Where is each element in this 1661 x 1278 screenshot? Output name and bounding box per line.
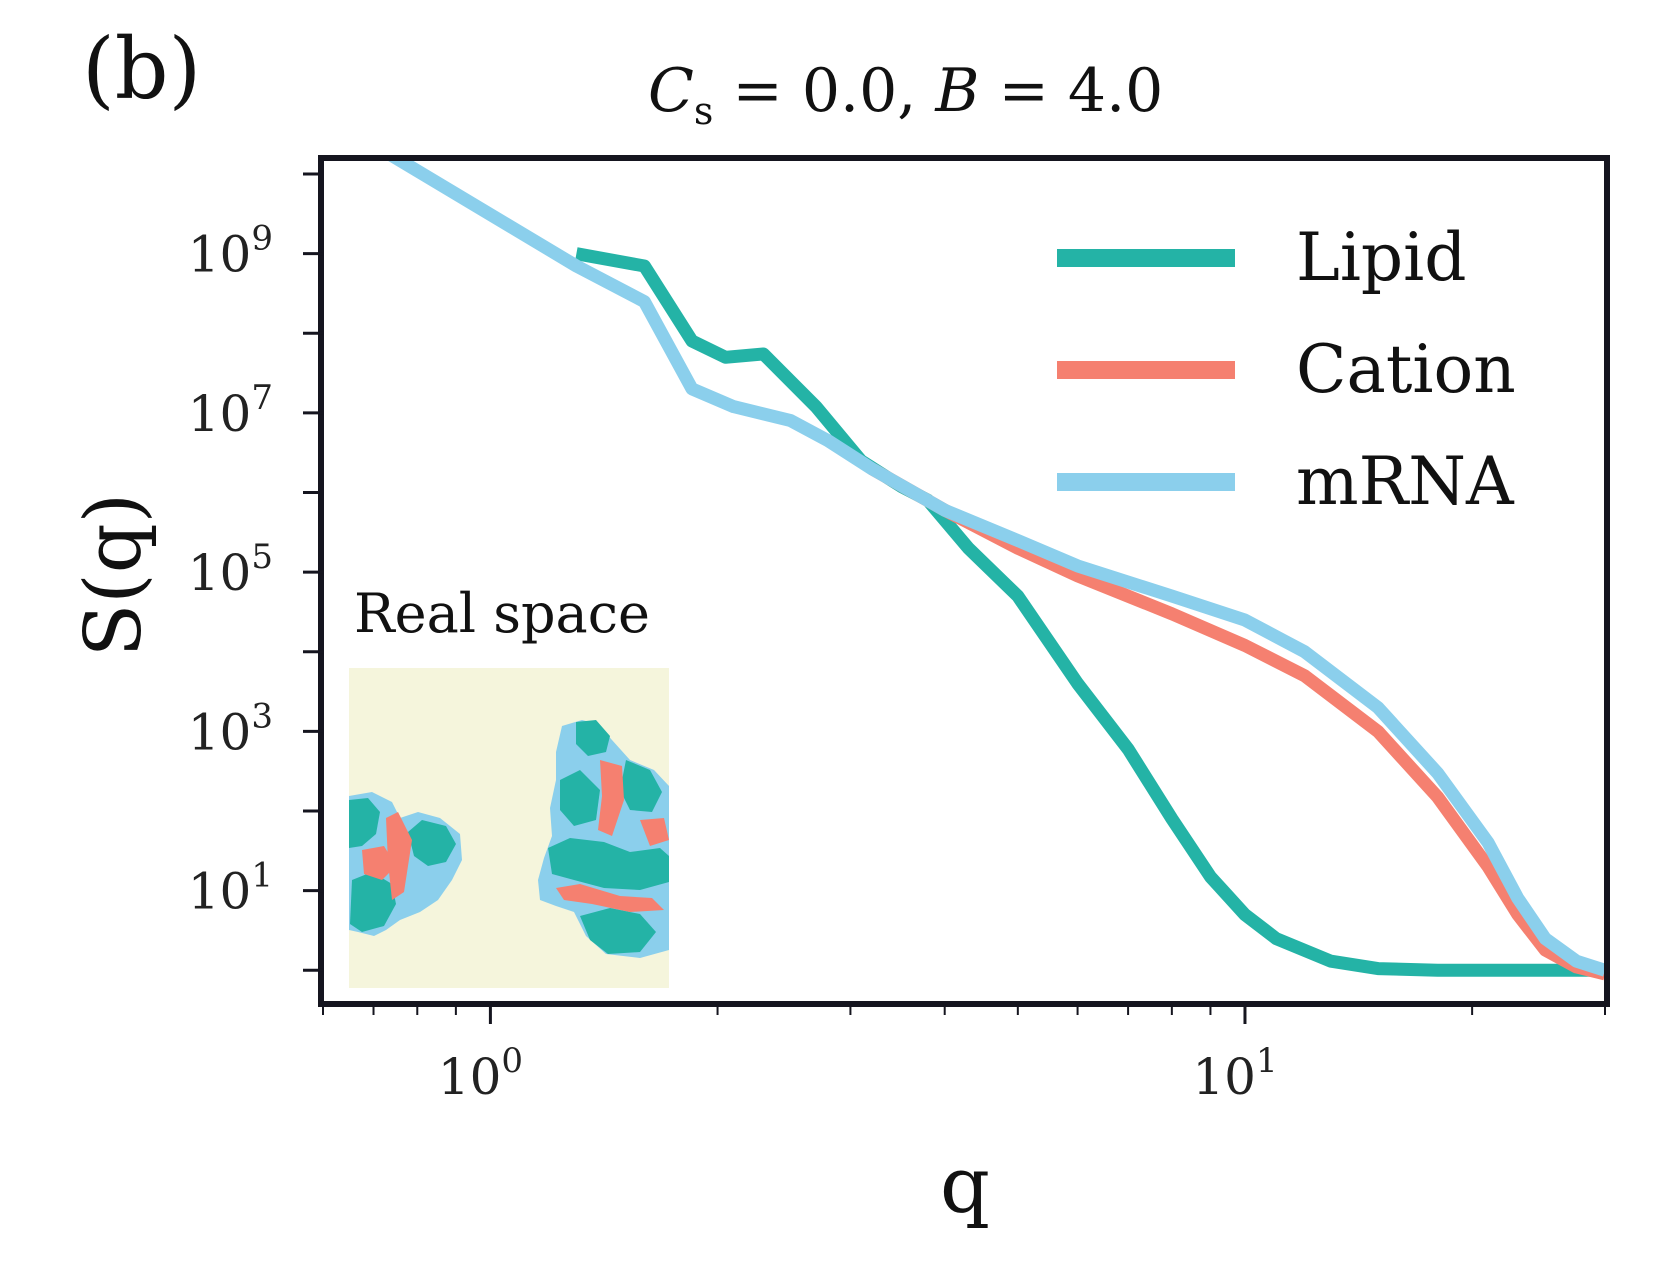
inset-label: Real space — [354, 582, 650, 645]
inset-lipid-domain — [620, 760, 662, 812]
inset-lipid-domain — [548, 838, 669, 890]
inset-lipid-domain — [408, 820, 456, 866]
title-c-symbol: C — [648, 56, 694, 126]
series-layer — [386, 160, 1605, 981]
inset-lipid-domain — [580, 908, 656, 954]
inset-lipid-domain — [349, 798, 380, 848]
series-line-mrna — [386, 160, 1605, 977]
x-axis-label: q — [940, 1141, 990, 1231]
inset-cation-domain — [640, 818, 669, 846]
inset-lipid-domain — [576, 720, 610, 756]
plot-frame — [318, 155, 1610, 1007]
title-c-subscript: s — [693, 89, 714, 133]
inset-blobs — [349, 720, 669, 958]
title-b-value: = 4.0 — [979, 56, 1164, 126]
x-tick-label: 101 — [1192, 1041, 1277, 1106]
y-tick-label: 101 — [188, 856, 273, 921]
series-line-cation — [868, 462, 1605, 981]
y-tick-label: 107 — [188, 378, 273, 443]
y-tick-label: 105 — [188, 537, 273, 602]
legend-label-cation: Cation — [1296, 331, 1516, 408]
legend-label-mrna: mRNA — [1296, 443, 1515, 520]
real-space-inset: Real space — [349, 582, 669, 988]
x-axis: 100 101 — [322, 1004, 1606, 1106]
inset-cation-domain — [556, 884, 664, 912]
legend: Lipid Cation mRNA — [1057, 219, 1516, 520]
x-tick-label: 100 — [438, 1041, 523, 1106]
series-line-lipid — [575, 247, 1605, 977]
inset-cation-domain — [386, 812, 412, 900]
y-axis: 101 103 105 107 109 — [188, 172, 323, 972]
title-b-symbol: B — [935, 56, 980, 126]
inset-lipid-domain — [350, 872, 396, 932]
inset-cation-domain — [362, 846, 396, 880]
panel-label: (b) — [82, 20, 202, 118]
chart-title: Cs = 0.0, B = 4.0 — [648, 56, 1163, 133]
y-tick-label: 109 — [188, 219, 273, 284]
inset-cation-domain — [598, 760, 624, 836]
y-tick-label: 103 — [188, 696, 273, 761]
title-c-value: = 0.0, — [713, 56, 936, 126]
y-axis-label: S(q) — [69, 493, 159, 657]
inset-lipid-domain — [560, 770, 600, 826]
legend-label-lipid: Lipid — [1296, 219, 1467, 296]
